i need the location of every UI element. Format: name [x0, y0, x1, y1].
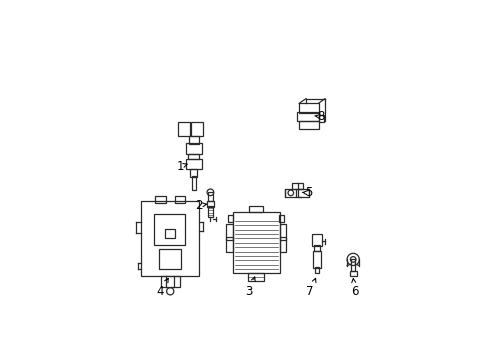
Bar — [350, 260, 355, 271]
Bar — [247, 273, 264, 281]
Bar — [207, 201, 213, 207]
Bar — [297, 112, 319, 121]
Text: 7: 7 — [306, 278, 315, 298]
Bar — [160, 276, 180, 287]
Bar — [141, 201, 199, 276]
Bar — [318, 115, 324, 122]
Bar — [190, 169, 197, 177]
Bar — [249, 206, 263, 212]
Bar — [278, 215, 284, 222]
Text: 5: 5 — [302, 186, 312, 199]
Bar — [177, 122, 190, 136]
Text: 1: 1 — [176, 160, 187, 173]
Bar — [185, 143, 201, 154]
Bar — [279, 237, 285, 252]
Text: 4: 4 — [157, 278, 168, 298]
Bar — [292, 183, 303, 189]
Bar — [299, 121, 318, 129]
Bar — [299, 103, 318, 113]
Bar — [207, 206, 212, 217]
Bar — [315, 267, 318, 273]
Bar — [285, 189, 296, 197]
Bar — [279, 225, 285, 240]
Bar — [188, 153, 199, 159]
Bar — [314, 245, 319, 251]
Text: 2: 2 — [195, 199, 206, 212]
Bar — [191, 176, 195, 190]
Text: 6: 6 — [350, 279, 358, 298]
Bar — [313, 251, 320, 268]
Bar — [153, 214, 185, 244]
Bar — [232, 212, 279, 273]
Bar — [191, 122, 203, 136]
Bar — [228, 215, 233, 222]
Bar — [175, 197, 185, 203]
Bar — [159, 249, 181, 269]
Text: 8: 8 — [314, 110, 325, 123]
Text: 3: 3 — [245, 277, 255, 298]
Bar — [311, 234, 322, 246]
Bar — [188, 136, 198, 144]
Bar — [226, 237, 232, 252]
Bar — [185, 159, 201, 169]
Bar — [164, 229, 175, 238]
Bar — [298, 189, 309, 197]
Bar — [155, 197, 165, 203]
Bar — [226, 225, 232, 240]
Bar — [349, 270, 356, 276]
Bar — [208, 192, 212, 201]
